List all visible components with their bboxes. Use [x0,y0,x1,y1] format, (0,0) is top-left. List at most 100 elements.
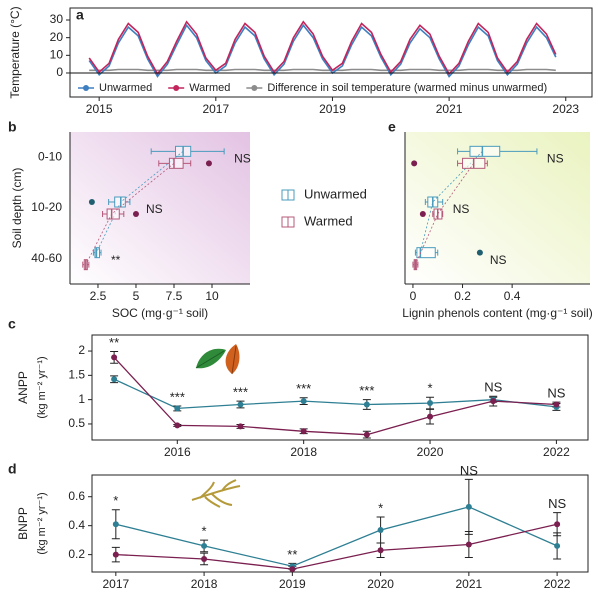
series-line [115,523,558,570]
x-axis-label: SOC (mg·g⁻¹ soil) [112,306,208,320]
box-whisker [457,148,538,155]
y-axis-label: Temperature (°C) [8,6,22,98]
point [427,400,434,407]
plot-background [405,132,590,284]
box-whisker [150,148,225,155]
box-body [94,247,100,259]
point [237,401,244,408]
point [112,521,119,528]
panel-letter: c [8,316,16,332]
significance-label: *** [233,385,248,400]
panel-letter: d [8,461,17,477]
outlier [419,211,426,217]
series-line [113,378,557,410]
y-tick-label: 0.2 [68,547,85,561]
point [174,405,181,412]
significance-label: ** [287,547,297,562]
median-connector [419,151,483,253]
legend-marker [251,85,258,91]
box-whisker [92,249,102,256]
point [300,428,307,435]
y-axis-label: BNPP [16,507,30,540]
significance-label: NS [547,152,564,166]
x-tick-label: 2020 [367,577,394,591]
median-connector [85,163,175,265]
significance-label: NS [547,386,565,401]
significance-label: *** [359,383,374,398]
box-whisker [414,249,439,256]
significance-label: ** [111,253,121,267]
x-axis-label: Lignin phenols content (mg·g⁻¹ soil) [402,306,592,320]
x-tick-label: 2019 [319,102,346,116]
x-tick-label: 2015 [86,102,113,116]
point [377,527,384,534]
significance-label: NS [234,152,251,166]
significance-label: NS [460,463,478,478]
y-category-label: 10-20 [31,200,62,214]
x-tick-label: 10 [205,289,219,303]
y-tick-label: 0.4 [68,518,85,532]
point [465,503,472,510]
significance-label: *** [296,381,311,396]
x-tick-label: 2017 [202,102,229,116]
point [201,542,208,549]
y-axis-units: (kg m⁻² yr⁻¹) [36,356,48,418]
box-body [416,247,436,259]
y-tick-label: 0 [56,65,63,79]
legend-marker [83,85,89,91]
plot-frame [91,474,589,573]
outlier [205,160,212,167]
y-tick-label: 0.5 [68,416,85,430]
y-tick-label: 30 [50,12,64,26]
box-body [106,208,120,220]
point [427,413,434,420]
point [174,422,181,429]
box-whisker [457,160,488,167]
x-tick-label: 2017 [102,577,129,591]
y-tick-label: 2 [78,343,85,357]
y-axis-label: Soil depth (cm) [10,168,24,249]
point [363,431,370,438]
x-tick-label: 2018 [191,577,218,591]
x-tick-label: 7.5 [166,289,183,303]
y-tick-label: 1 [78,392,85,406]
point [465,541,472,548]
x-tick-label: 2022 [544,577,571,591]
significance-label: NS [548,496,566,511]
box-whisker [158,160,192,167]
y-axis-label: ANPP [16,371,30,404]
significance-label: * [428,381,433,396]
x-tick-label: 5 [133,289,140,303]
point [201,555,208,562]
significance-label: * [202,524,207,539]
point [490,398,497,405]
significance-label: * [378,500,383,515]
significance-label: ** [109,335,119,350]
y-tick-label: 1.5 [68,368,85,382]
y-tick-label: 10 [50,47,64,61]
legend-label: Warmed [304,213,353,228]
point [300,398,307,405]
x-tick-label: 2016 [164,445,191,459]
legend-label: Unwarmed [304,186,367,201]
x-tick-label: 2023 [552,102,579,116]
legend-label: Unwarmed [99,82,152,94]
panel-letter: a [76,7,84,23]
plot-background [70,132,250,284]
series-line [88,20,557,76]
y-category-label: 0-10 [38,150,62,164]
x-tick-label: 2021 [436,102,463,116]
series-line [115,506,558,567]
point [377,547,384,554]
significance-label: NS [490,253,507,267]
legend-label: Warmed [189,82,230,94]
median-connector [96,151,184,253]
point [554,521,561,528]
significance-label: NS [484,380,502,395]
legend-marker [173,85,180,91]
panel-letter: e [388,119,396,135]
legend-label: Difference in soil temperature (warmed m… [267,82,547,94]
x-tick-label: 2022 [543,445,570,459]
x-tick-label: 0 [410,289,417,303]
